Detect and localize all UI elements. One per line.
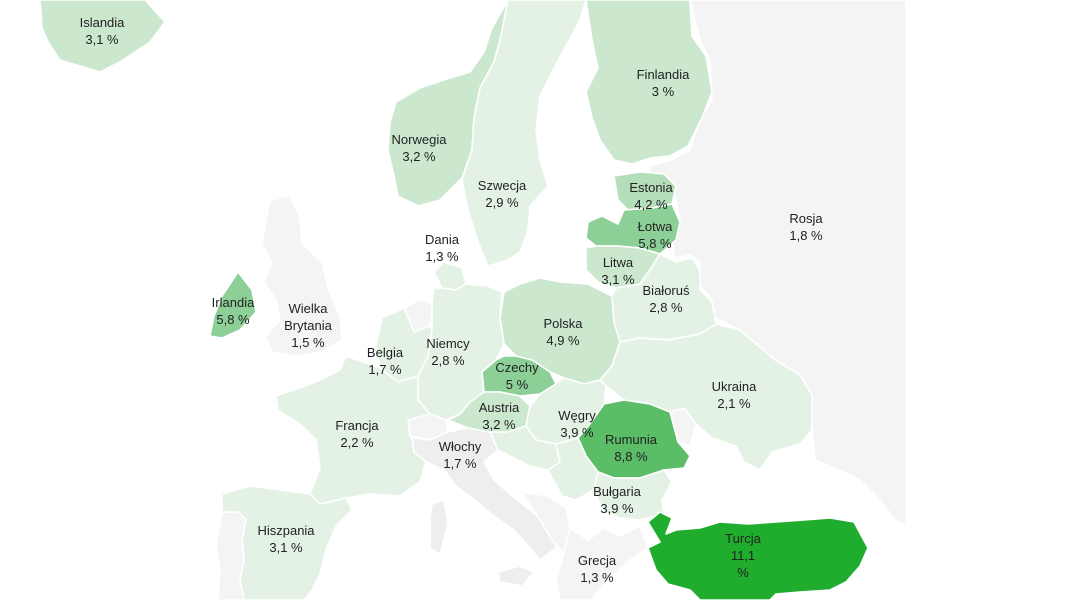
country-dania[interactable] [433, 261, 467, 291]
country-wielka-brytania[interactable] [261, 195, 343, 357]
country-hiszpania[interactable] [221, 485, 353, 600]
country-serbia[interactable] [547, 437, 599, 501]
country-irlandia[interactable] [209, 271, 257, 339]
country-value: 1,3 % [425, 249, 459, 264]
country-grecja[interactable] [555, 525, 649, 600]
country-belgia[interactable] [375, 307, 433, 383]
country-bulgaria[interactable] [593, 469, 673, 521]
country-szwecja[interactable] [461, 0, 587, 267]
country-sycylia[interactable] [497, 565, 535, 587]
label-dania: Dania 1,3 % [425, 232, 460, 264]
country-sardynia[interactable] [429, 499, 449, 555]
country-austria[interactable] [447, 391, 531, 433]
country-name: Dania [425, 232, 460, 247]
country-islandia[interactable] [39, 0, 166, 73]
country-francja[interactable] [275, 355, 431, 505]
country-finlandia[interactable] [585, 0, 713, 165]
country-turcja[interactable] [647, 511, 869, 600]
